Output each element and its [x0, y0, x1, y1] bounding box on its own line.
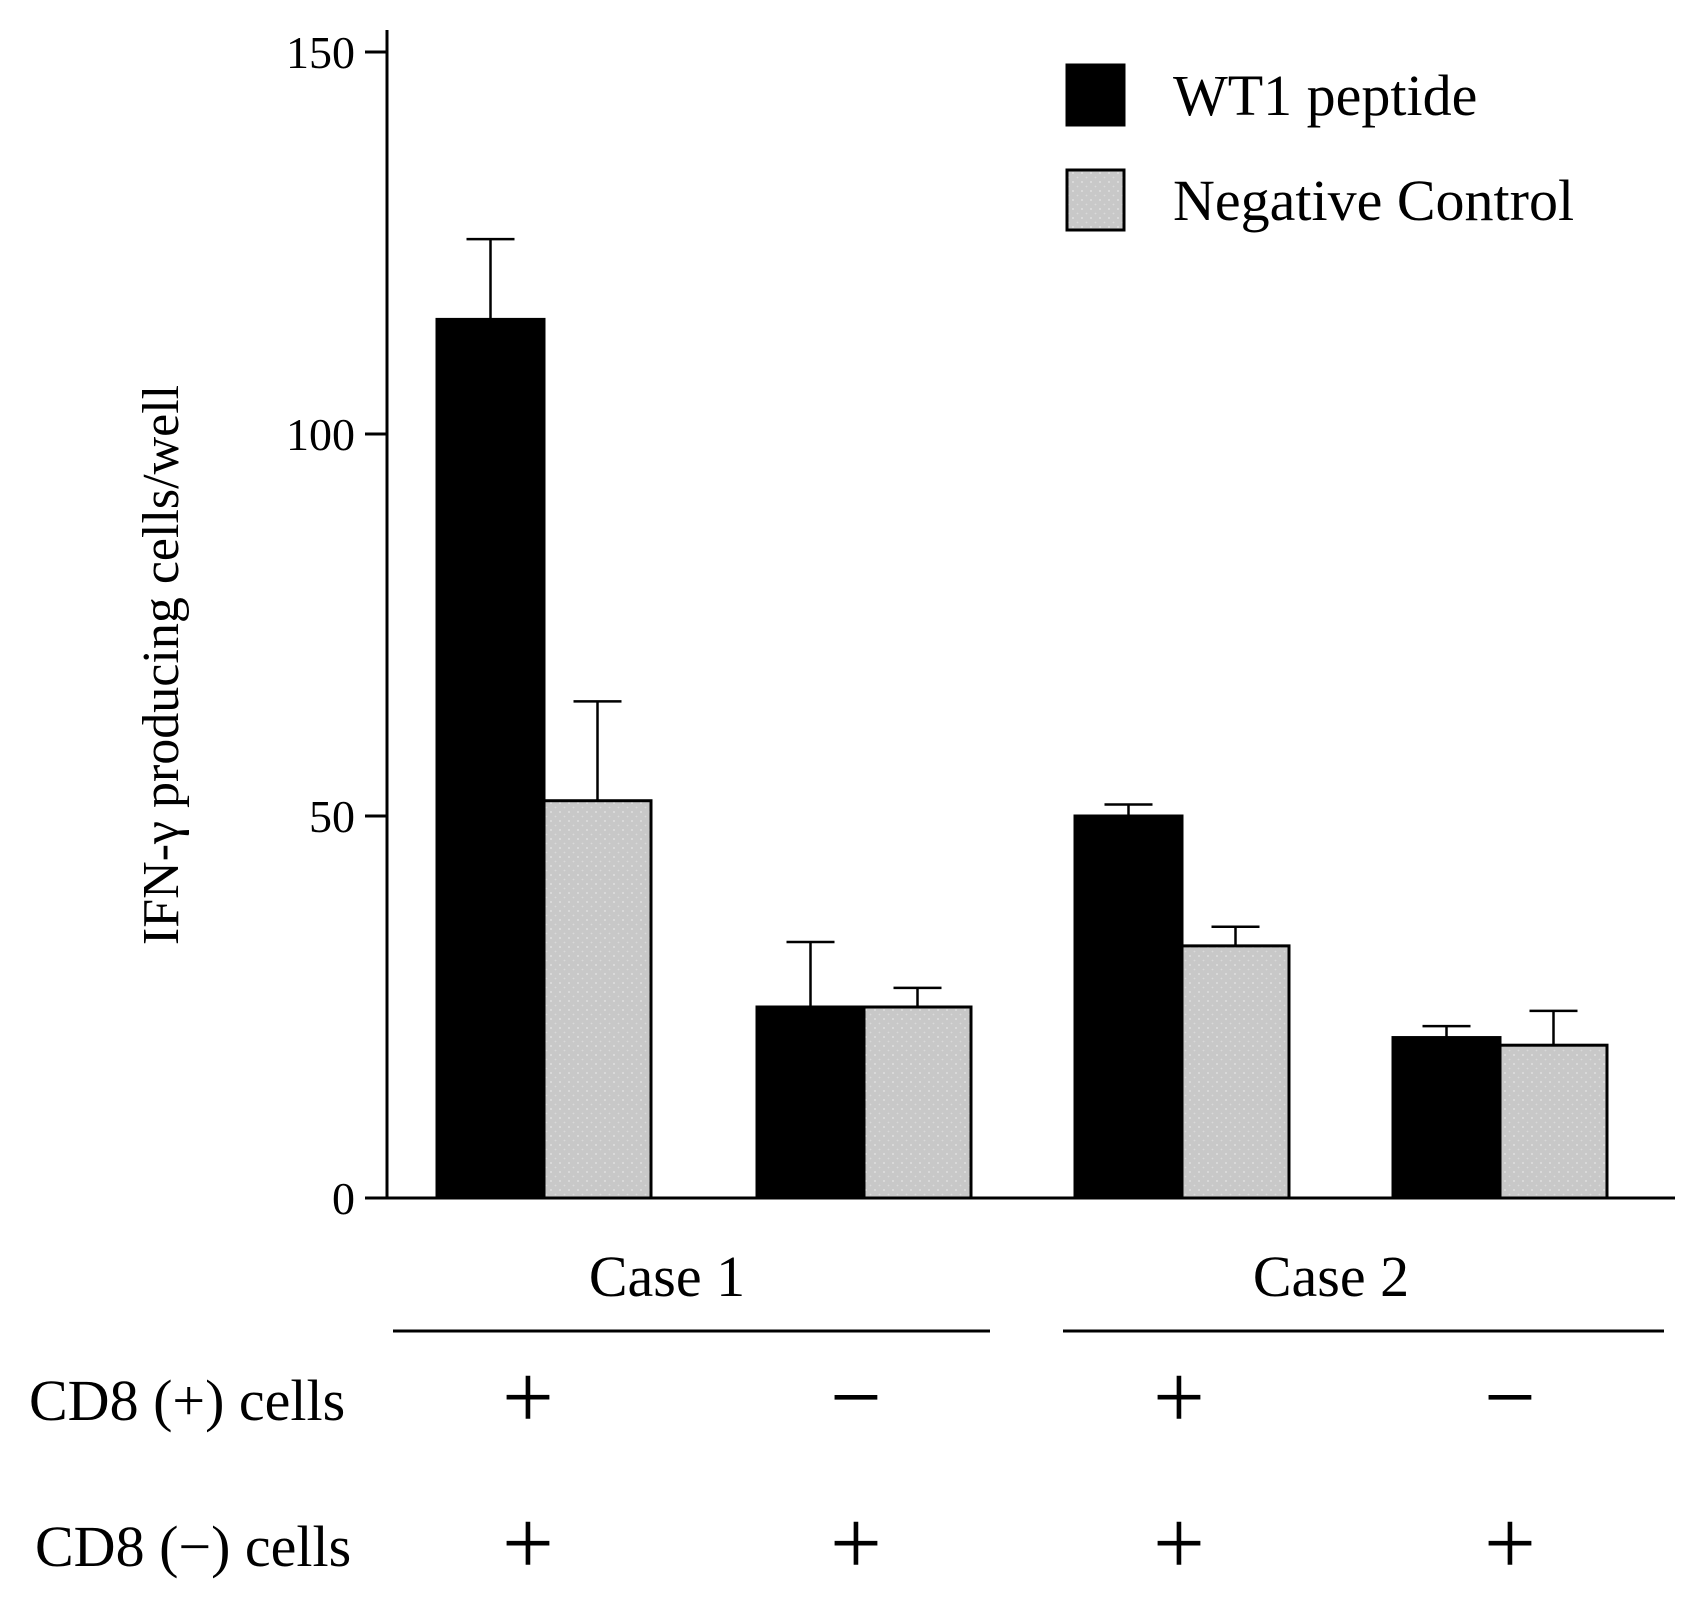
condition-sign: −	[1484, 1346, 1536, 1448]
legend: WT1 peptide Negative Control	[1065, 63, 1574, 233]
bar-negative-control	[542, 799, 653, 1200]
legend-label: Negative Control	[1173, 168, 1574, 233]
y-axis-title: IFN-γ producing cells/well	[133, 385, 190, 945]
case-label: Case 2	[1253, 1244, 1409, 1309]
condition-table: CD8 (+) cells + − + − CD8 (−) cells + + + +	[29, 1346, 1536, 1594]
case-label: Case 1	[589, 1244, 745, 1309]
bar-negative-control	[862, 1005, 973, 1200]
condition-label: CD8 (−) cells	[35, 1514, 351, 1579]
condition-sign: +	[1484, 1492, 1536, 1594]
legend-swatch	[1065, 168, 1126, 232]
bar-wt1-peptide	[1391, 1036, 1502, 1200]
bar-negative-control	[1180, 944, 1291, 1200]
case-groups: Case 1 Case 2	[393, 1244, 1664, 1333]
legend-label: WT1 peptide	[1173, 63, 1477, 128]
condition-label: CD8 (+) cells	[29, 1368, 345, 1433]
condition-sign: +	[502, 1492, 554, 1594]
bar-negative-control	[1498, 1043, 1609, 1200]
y-tick-label: 0	[332, 1173, 355, 1224]
bar-wt1-peptide	[755, 1005, 866, 1200]
condition-sign: +	[1153, 1346, 1205, 1448]
condition-sign: +	[830, 1492, 882, 1594]
bar-wt1-peptide	[435, 317, 546, 1200]
y-tick-label: 150	[286, 27, 355, 78]
condition-sign: +	[502, 1346, 554, 1448]
condition-sign: −	[830, 1346, 882, 1448]
condition-sign: +	[1153, 1492, 1205, 1594]
bar-wt1-peptide	[1073, 814, 1184, 1200]
legend-swatch	[1065, 63, 1126, 127]
y-tick-label: 50	[309, 791, 355, 842]
bars	[435, 237, 1609, 1200]
y-tick-label: 100	[286, 409, 355, 460]
